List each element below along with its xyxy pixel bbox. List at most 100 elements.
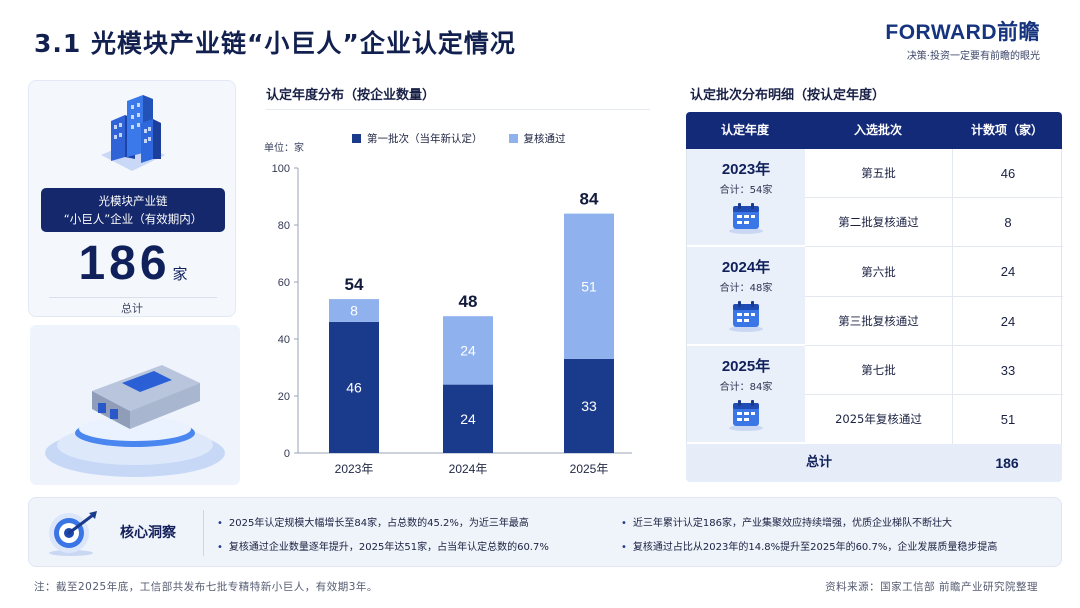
bar-segment (329, 321, 379, 453)
kpi-label-line2: “小巨人”企业（有效期内） (63, 212, 203, 226)
y-tick-label: 0 (284, 448, 290, 460)
insight-panel: 核心洞察 2025年认定规模大幅增长至84家，占总数的45.2%，为近三年最高 … (28, 497, 1062, 567)
y-tick-label: 40 (278, 334, 290, 346)
bar-segment (564, 213, 614, 359)
batch-cell: 第二批复核通过 (805, 198, 953, 246)
legend-swatch-dark (352, 134, 361, 143)
y-unit-label: 单位：家 (264, 141, 304, 154)
year-cell-2023: 2023年 合计：54家 (687, 149, 805, 247)
stacked-bar-chart: 单位：家 0 20 40 60 80 100 46 8 54 2023年 24 24 48 2024年 33 5… (264, 141, 632, 476)
table-row: 2025年复核通过 51 (805, 395, 1063, 444)
insight-item: 复核通过占比从2023年的14.8%提升至2025年的60.7%，企业发展质量稳… (621, 538, 997, 553)
y-tick-label: 20 (278, 391, 290, 403)
source-note: 资料来源：国家工信部 前瞻产业研究院整理 (825, 581, 1038, 593)
kpi-label-line1: 光模块产业链 (98, 194, 168, 208)
bar-value-label: 24 (460, 411, 476, 427)
count-cell: 33 (1000, 363, 1016, 378)
target-icon (49, 511, 97, 556)
total-label: 总计 (805, 455, 832, 470)
kpi-value-row: 186 家 (29, 236, 237, 291)
y-tick-label: 60 (278, 277, 290, 289)
table-header: 认定年度 入选批次 计数项（家） (686, 112, 1062, 149)
count-cell: 24 (1000, 314, 1016, 329)
x-tick-label: 2025年 (570, 462, 609, 476)
year-label: 2025年 (721, 358, 771, 375)
bar-value-label: 33 (581, 398, 597, 414)
batch-cell: 2025年复核通过 (805, 395, 953, 444)
kpi-unit: 家 (172, 265, 188, 283)
page-title: 3.1 光模块产业链“小巨人”企业认定情况 (34, 29, 516, 58)
bar-total-label: 48 (459, 292, 478, 311)
batch-table: 认定年度 入选批次 计数项（家） 2023年 合计：54家 第五批 46 第二批… (686, 112, 1063, 482)
brand-logo: FORWARD前瞻 决策·投资一定要有前瞻的眼光 (885, 16, 1040, 62)
table-header-year: 认定年度 (720, 123, 769, 137)
table-row: 第三批复核通过 24 (805, 297, 1063, 346)
legend-label-review: 复核通过 (523, 133, 566, 145)
year-label: 2024年 (721, 259, 771, 276)
kpi-card: 光模块产业链 “小巨人”企业（有效期内） 186 家 (28, 80, 236, 317)
legend-item-first-batch: 第一批次（当年新认定） (352, 131, 483, 146)
batch-cell: 第六批 (805, 247, 953, 296)
insight-item: 2025年认定规模大幅增长至84家，占总数的45.2%，为近三年最高 (217, 514, 529, 529)
kpi-caption: 总计 (121, 302, 143, 315)
year-subtotal: 合计：54家 (719, 185, 773, 196)
legend-swatch-light (508, 134, 518, 143)
kpi-label: 光模块产业链 “小巨人”企业（有效期内） (41, 188, 225, 232)
insight-item: 近三年累计认定186家，产业集聚效应持续增强，优质企业梯队不断壮大 (621, 514, 952, 529)
count-cell: 24 (1000, 264, 1016, 279)
batch-cell: 第五批 (805, 149, 953, 197)
legend-item-review: 复核通过 (508, 131, 566, 146)
bar-value-label: 46 (346, 379, 362, 395)
optical-module-illustration (30, 325, 240, 485)
table-row: 第五批 46 (805, 149, 1063, 198)
calendar-icon (729, 203, 763, 234)
insight-divider (203, 510, 204, 556)
table-row: 第六批 24 (805, 247, 1063, 297)
calendar-icon (729, 301, 763, 332)
table-row: 第二批复核通过 8 (805, 198, 1063, 247)
count-cell: 8 (1004, 215, 1012, 230)
batch-cell: 第七批 (805, 346, 953, 394)
insight-title: 核心洞察 (120, 525, 176, 541)
brand-slogan: 决策·投资一定要有前瞻的眼光 (906, 51, 1040, 62)
count-cell: 46 (1000, 166, 1016, 181)
chart-title-divider (266, 109, 650, 110)
x-tick-label: 2023年 (335, 462, 374, 476)
footnote: 注：截至2025年底，工信部共发布七批专精特新小巨人，有效期3年。 (34, 581, 378, 593)
year-label: 2023年 (721, 161, 771, 178)
legend-label-first-batch: 第一批次（当年新认定） (367, 133, 483, 145)
kpi-value: 186 (78, 237, 171, 290)
bar-segment (564, 358, 614, 453)
kpi-divider (49, 297, 217, 298)
y-tick-label: 100 (272, 163, 290, 175)
bar-value-label: 24 (460, 342, 476, 358)
bar-total-label: 54 (345, 275, 364, 294)
insight-item: 复核通过企业数量逐年提升，2025年达51家，占当年认定总数的60.7% (217, 538, 549, 553)
batch-cell: 第三批复核通过 (805, 297, 953, 345)
bar-value-label: 51 (581, 278, 597, 294)
year-cell-2024: 2024年 合计：48家 (687, 247, 805, 346)
table-body: 2023年 合计：54家 第五批 46 第二批复核通过 8 2024年 合计：4… (686, 149, 1063, 444)
count-cell: 51 (1000, 412, 1016, 427)
year-subtotal: 合计：84家 (719, 382, 773, 393)
chart-title: 认定年度分布（按企业数量） (266, 88, 436, 103)
year-cell-2025: 2025年 合计：84家 (687, 346, 805, 444)
table-footer: 总计 186 (686, 444, 1062, 482)
bar-segment (443, 384, 493, 453)
bar-total-label: 84 (580, 190, 599, 209)
total-value: 186 (995, 455, 1019, 471)
x-tick-label: 2024年 (449, 462, 488, 476)
table-row: 第七批 33 (805, 346, 1063, 395)
bar-value-label: 8 (350, 303, 358, 319)
building-icon (101, 95, 165, 171)
chart-legend: 第一批次（当年新认定） 复核通过 (352, 131, 592, 146)
calendar-icon (729, 400, 763, 431)
bar-segment (443, 316, 493, 385)
table-header-batch: 入选批次 (853, 123, 902, 137)
bar-segment (329, 299, 379, 322)
table-header-count: 计数项（家） (970, 123, 1043, 137)
table-title: 认定批次分布明细（按认定年度） (690, 88, 886, 103)
brand-name: FORWARD前瞻 (885, 21, 1040, 44)
y-tick-label: 80 (278, 220, 290, 232)
year-subtotal: 合计：48家 (719, 283, 773, 294)
